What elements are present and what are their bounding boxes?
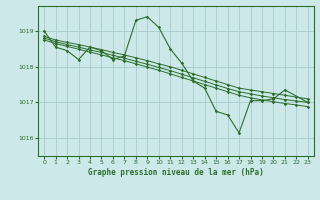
X-axis label: Graphe pression niveau de la mer (hPa): Graphe pression niveau de la mer (hPa): [88, 168, 264, 177]
